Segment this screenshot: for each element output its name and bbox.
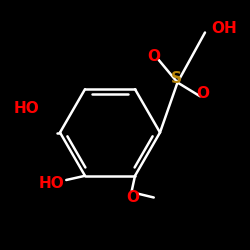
Text: O: O: [126, 190, 139, 205]
Text: OH: OH: [211, 21, 237, 36]
Text: S: S: [171, 71, 182, 86]
Text: HO: HO: [14, 101, 40, 116]
Text: O: O: [196, 86, 209, 101]
Text: HO: HO: [39, 176, 64, 191]
Text: O: O: [147, 49, 160, 64]
